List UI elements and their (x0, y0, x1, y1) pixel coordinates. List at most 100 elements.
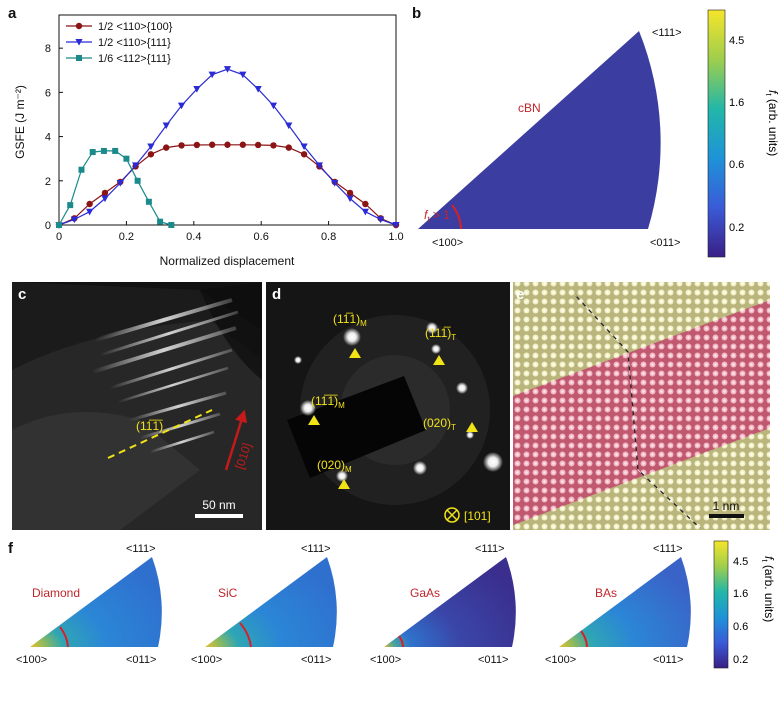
plot-frame (58, 14, 397, 226)
data-point (76, 55, 82, 61)
data-point (100, 147, 107, 154)
panel-label-e: e (516, 286, 524, 303)
colorbar-label: ft (arb. units) (760, 556, 776, 622)
triangle-marker (433, 355, 445, 365)
pole-100-label: <100> (191, 654, 222, 666)
colorbar-tick: 1.6 (733, 588, 748, 600)
colorbar-label: ft (arb. units) (764, 90, 780, 156)
data-point (89, 149, 96, 156)
data-point (168, 222, 175, 228)
data-point (254, 141, 262, 149)
x-tick-label: 0.4 (186, 231, 201, 243)
stacking-fault-streaks (91, 298, 239, 454)
x-tick-label: 0.8 (321, 231, 336, 243)
scale-bar-c (195, 514, 243, 518)
panel-f: f Diamond <111> <100> <011> SiC <111> <1… (8, 540, 691, 666)
data-point (362, 200, 369, 208)
y-tick-label: 0 (45, 220, 51, 232)
panel-label-c: c (18, 286, 26, 303)
data-point (377, 216, 385, 224)
ipf-map-gaas: GaAs <111> <100> <011> (370, 543, 516, 666)
panel-label-a: a (8, 5, 17, 22)
y-tick-label: 4 (45, 132, 51, 144)
material-label-cbn: cBN (518, 101, 541, 115)
beam-stopper (287, 376, 426, 478)
material-label: SiC (218, 586, 238, 600)
spot-label: (11̅1)M (333, 312, 367, 328)
colorbar-tick: 1.6 (729, 97, 744, 109)
pole-111-label: <111> (126, 543, 156, 555)
colorbar-gradient (713, 540, 729, 669)
panel-a: a 0 0.2 0.4 0.6 0.8 1.0 0 2 4 6 8 Normalized disp… (8, 5, 404, 268)
data-point (239, 141, 247, 148)
y-tick-label: 6 (45, 87, 51, 99)
pole-111-label: <111> (652, 27, 682, 39)
data-point (270, 142, 277, 149)
data-point (78, 166, 85, 173)
data-point (75, 22, 83, 30)
ft-contour-line (59, 626, 69, 648)
data-point (193, 141, 201, 149)
ipf-map-sic: SiC <111> <100> <011> (191, 543, 337, 666)
ft-contour-line (580, 630, 588, 648)
colorbar-tick: 0.2 (733, 654, 748, 666)
y-ticks: 0 2 4 6 8 (45, 43, 63, 232)
data-point (285, 122, 293, 130)
data-point (361, 208, 369, 216)
data-point (112, 147, 119, 154)
scale-label-c: 50 nm (202, 498, 235, 512)
twin-band (513, 300, 770, 525)
data-point (223, 66, 232, 73)
ft-contour-line (239, 622, 252, 648)
data-point (86, 200, 93, 208)
data-point (157, 218, 164, 225)
data-point (346, 195, 354, 203)
y-tick-label: 2 (45, 176, 51, 188)
legend-entry: 1/2 <110>{111} (98, 37, 171, 49)
panel-label-d: d (272, 286, 281, 303)
data-point (224, 141, 231, 148)
data-point (147, 143, 155, 151)
triangle-marker (466, 422, 478, 432)
data-point (346, 189, 354, 197)
ipf-map-bas: BAs <111> <100> <011> (545, 543, 691, 666)
ipf-map-diamond: Diamond <111> <100> <011> (16, 543, 162, 666)
colorbar-tick: 4.5 (729, 35, 744, 47)
data-point (208, 71, 216, 79)
pole-111-label: <111> (301, 543, 331, 555)
pole-100-label: <100> (370, 654, 401, 666)
spot-label: (111̅)T (425, 326, 456, 342)
pole-011-label: <011> (478, 654, 508, 666)
colorbar-tick: 0.6 (733, 621, 748, 633)
panel-c: (11̅1̅) [010] 50 nm c (12, 282, 262, 530)
data-point (239, 71, 247, 79)
material-label: GaAs (410, 586, 440, 600)
data-point (177, 102, 186, 110)
data-point (300, 143, 308, 151)
data-point (163, 144, 170, 151)
series-3 (56, 147, 175, 228)
series-1 (55, 141, 400, 229)
pole-011-label: <011> (126, 654, 156, 666)
spot-markers (308, 348, 478, 489)
legend-entry: 1/2 <110>{100} (98, 21, 173, 33)
triangle-marker (338, 479, 350, 489)
legend: 1/2 <110>{100} 1/2 <110>{111} 1/6 <112>{11… (66, 21, 173, 65)
data-point (134, 177, 141, 184)
y-axis-label: GSFE (J m⁻²) (13, 85, 27, 159)
series-2 (55, 66, 400, 229)
data-point (145, 198, 152, 205)
data-point (392, 222, 400, 229)
x-tick-label: 0 (56, 231, 62, 243)
data-point (269, 102, 278, 110)
x-ticks: 0 0.2 0.4 0.6 0.8 1.0 (56, 221, 404, 243)
colorbar-tick: 0.2 (729, 222, 744, 234)
data-point (67, 202, 74, 209)
data-point (285, 144, 292, 151)
data-point (101, 195, 109, 203)
scale-bar-e (709, 514, 744, 518)
ft-contour-line (398, 635, 404, 648)
panel-d: (11̅1)M (111̅)T (11̅1̅)M (020)T (020)M [… (266, 282, 510, 530)
data-point (70, 216, 78, 224)
colorbar-bottom: 4.5 1.6 0.6 0.2 ft (arb. units) (713, 540, 776, 669)
